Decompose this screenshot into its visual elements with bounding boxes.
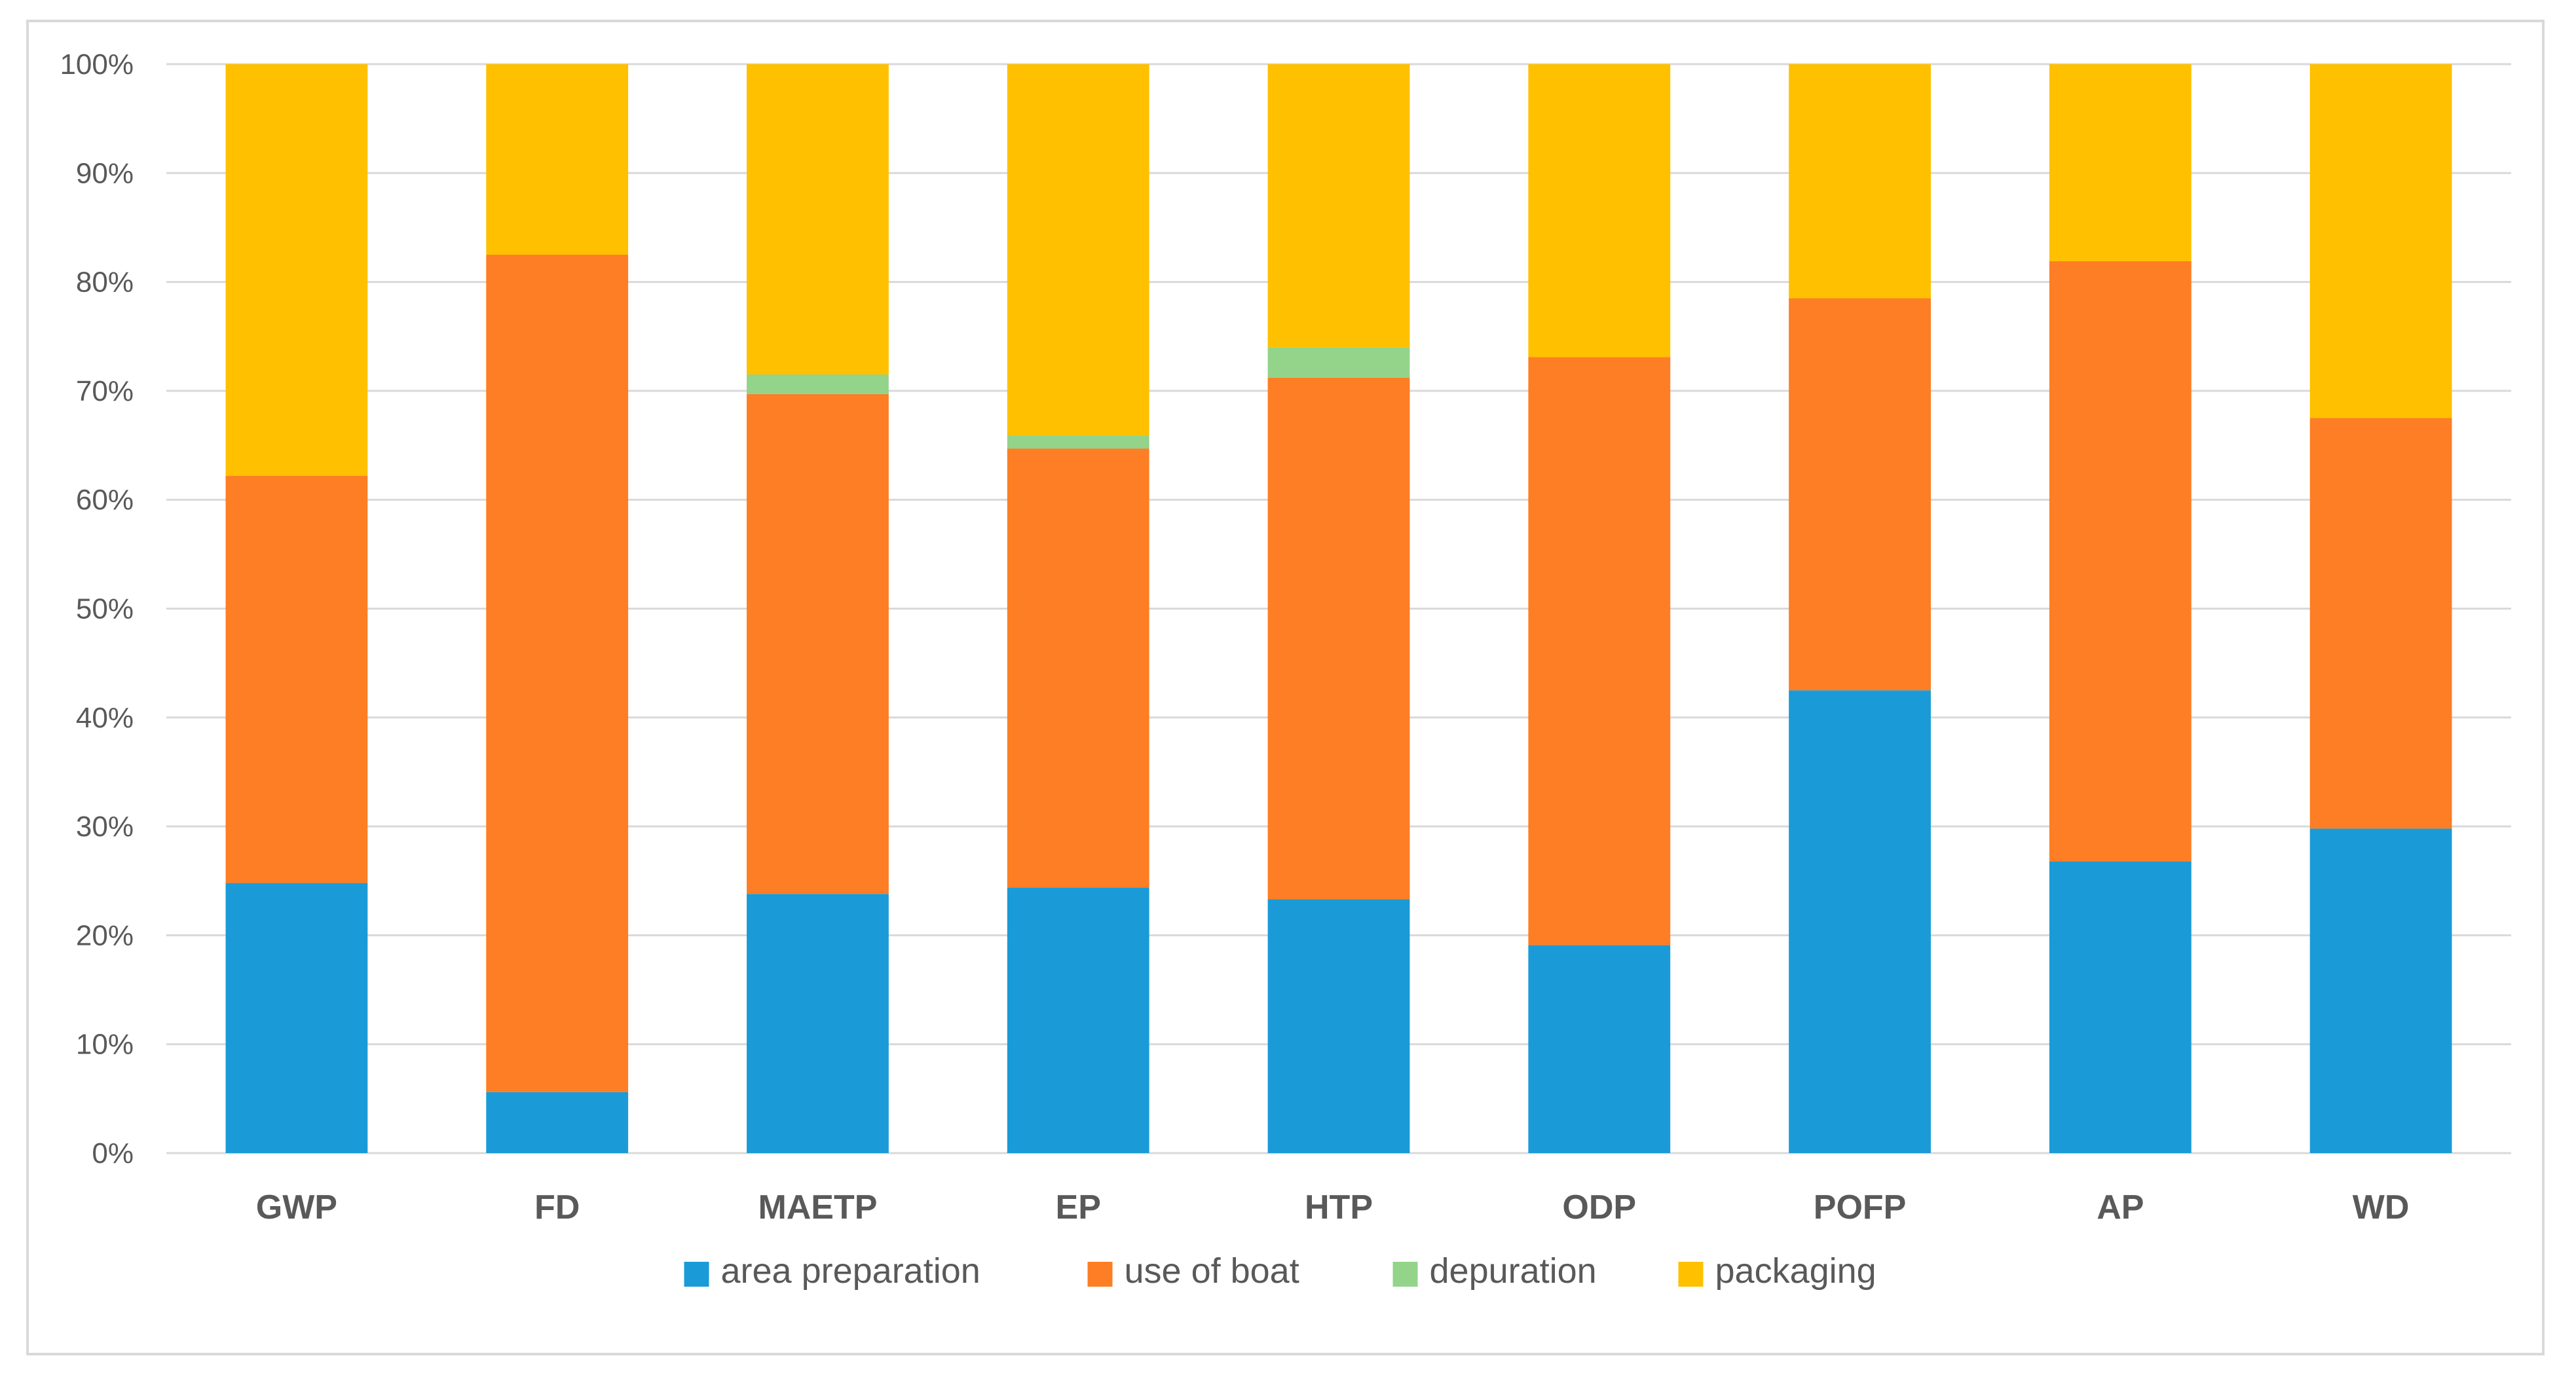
y-tick-label: 30% [76, 811, 134, 843]
bar-segment-odp-area-preparation [1528, 945, 1671, 1153]
legend-label: depuration [1430, 1251, 1597, 1291]
y-tick-label: 70% [76, 375, 134, 407]
bar-segment-pofp-packaging [1789, 64, 1931, 299]
bar-segment-htp-area-preparation [1267, 899, 1410, 1153]
bar-segment-maetp-use-of-boat [747, 394, 889, 894]
bar-segment-pofp-use-of-boat [1789, 298, 1931, 691]
bar-segment-htp-use-of-boat [1267, 377, 1410, 900]
bar-segment-ep-area-preparation [1007, 887, 1149, 1153]
bar-segment-htp-depuration [1267, 347, 1410, 378]
bar-segment-maetp-packaging [747, 64, 889, 375]
y-tick-label: 100% [60, 48, 134, 81]
legend-label: packaging [1715, 1251, 1876, 1291]
bar-segment-odp-packaging [1528, 64, 1671, 358]
bar-segment-ap-area-preparation [2049, 861, 2192, 1153]
bar-segment-wd-use-of-boat [2309, 418, 2452, 829]
y-tick-label: 20% [76, 919, 134, 951]
bar-segment-fd-area-preparation [486, 1092, 629, 1153]
legend-label: area preparation [721, 1251, 980, 1291]
bars [225, 64, 2452, 1153]
bar-segment-fd-packaging [486, 64, 629, 255]
legend-swatch-depuration [1392, 1262, 1418, 1287]
bar-segment-ep-depuration [1007, 435, 1149, 449]
legend: area preparation use of boat depuration pac… [684, 1251, 1876, 1291]
y-tick-label: 50% [76, 593, 134, 625]
bar-segment-odp-use-of-boat [1528, 357, 1671, 946]
bar-segment-fd-use-of-boat [486, 255, 629, 1092]
legend-swatch-area-preparation [684, 1262, 709, 1287]
bar-segment-ap-use-of-boat [2049, 261, 2192, 862]
y-tick-label: 10% [76, 1029, 134, 1061]
bar-segment-gwp-area-preparation [225, 883, 368, 1153]
x-category-label: GWP [256, 1188, 337, 1226]
x-category-label: AP [2097, 1188, 2144, 1226]
bar-segment-gwp-use-of-boat [225, 475, 368, 883]
x-category-label: ODP [1562, 1188, 1636, 1226]
y-tick-label: 90% [76, 157, 134, 189]
legend-swatch-use-of-boat [1087, 1262, 1113, 1287]
y-tick-label: 60% [76, 484, 134, 516]
bar-segment-maetp-area-preparation [747, 894, 889, 1153]
bar-segment-ep-use-of-boat [1007, 449, 1149, 888]
x-category-label: EP [1056, 1188, 1101, 1226]
x-category-label: WD [2353, 1188, 2410, 1226]
y-tick-label: 80% [76, 267, 134, 299]
x-category-label: HTP [1305, 1188, 1373, 1226]
x-category-label: FD [534, 1188, 580, 1226]
x-axis-category-labels: GWP FD MAETP EP HTP ODP POFP AP WD [256, 1188, 2410, 1226]
bar-segment-ap-packaging [2049, 64, 2192, 262]
bar-segment-gwp-packaging [225, 64, 368, 476]
bar-segment-maetp-depuration [747, 374, 889, 394]
legend-label: use of boat [1125, 1251, 1299, 1291]
stacked-bar-chart: 0% 10% 20% 30% 40% 50% 60% 70% 80% 90% 100% GWP FD M… [60, 48, 2511, 1291]
bar-segment-htp-packaging [1267, 64, 1410, 348]
y-tick-label: 40% [76, 702, 134, 734]
y-axis-tick-labels: 0% 10% 20% 30% 40% 50% 60% 70% 80% 90% 100% [60, 48, 134, 1169]
y-tick-label: 0% [92, 1137, 134, 1169]
bar-segment-wd-packaging [2309, 64, 2452, 418]
chart-frame: 0% 10% 20% 30% 40% 50% 60% 70% 80% 90% 100% GWP FD M… [26, 20, 2545, 1355]
x-category-label: MAETP [758, 1188, 877, 1226]
x-category-label: POFP [1814, 1188, 1907, 1226]
bar-segment-ep-packaging [1007, 64, 1149, 436]
legend-swatch-packaging [1678, 1262, 1704, 1287]
bar-segment-wd-area-preparation [2309, 828, 2452, 1153]
bar-segment-pofp-area-preparation [1789, 690, 1931, 1153]
